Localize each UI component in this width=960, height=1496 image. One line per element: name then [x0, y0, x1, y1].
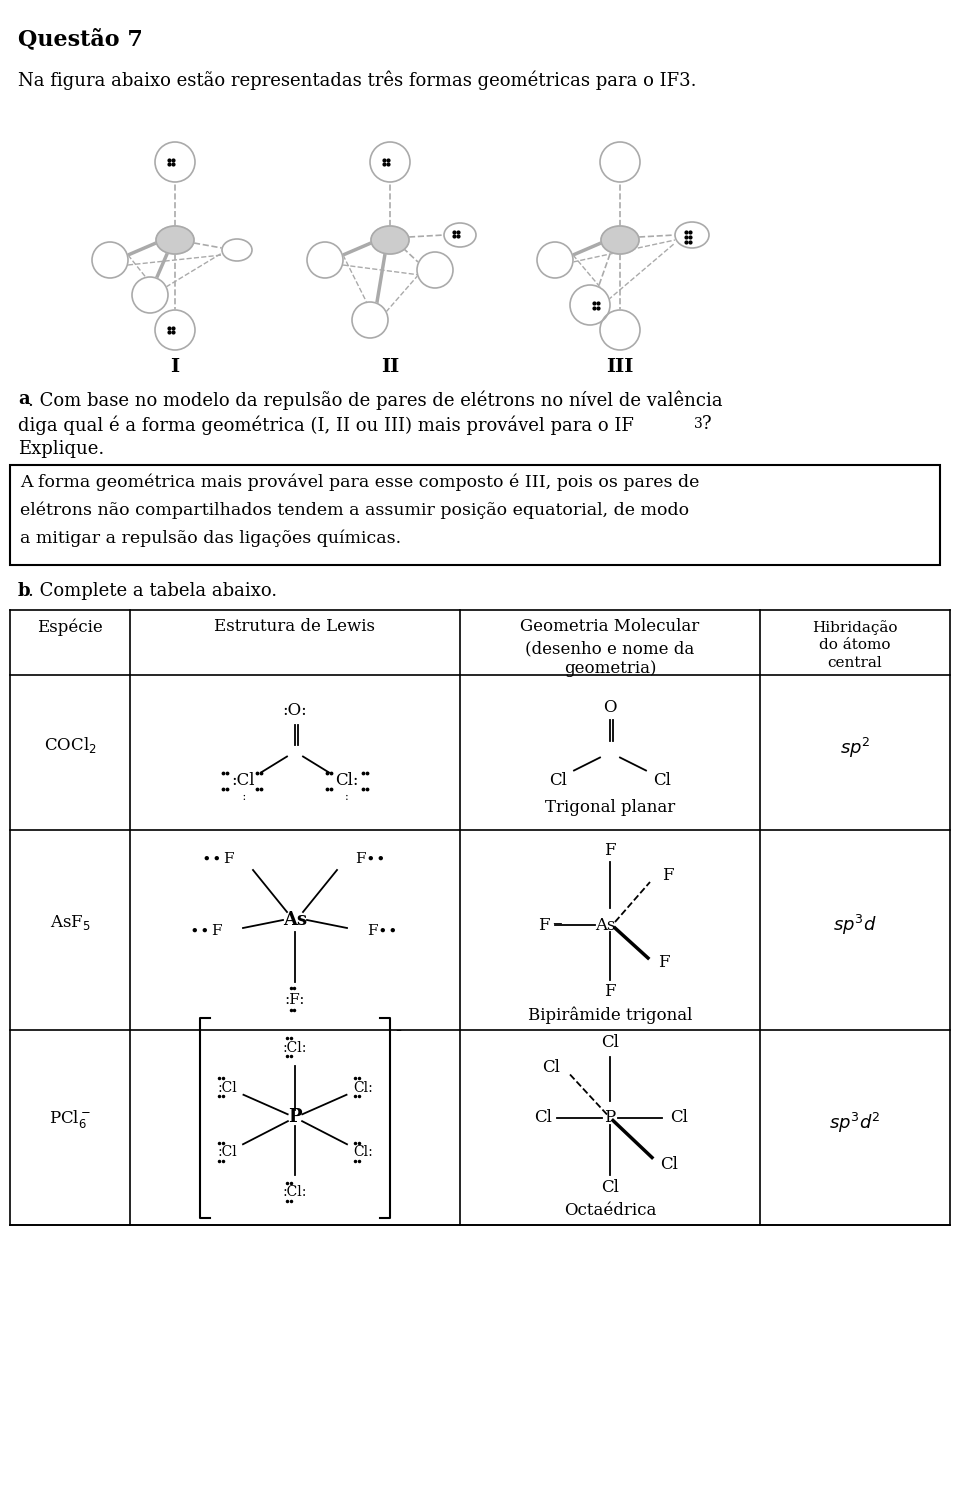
Text: :Cl: :Cl	[217, 1146, 237, 1159]
Text: $\bullet\!\bullet$F: $\bullet\!\bullet$F	[188, 923, 223, 938]
Text: –: –	[552, 914, 562, 932]
Circle shape	[352, 302, 388, 338]
Ellipse shape	[601, 226, 639, 254]
Text: P: P	[288, 1109, 301, 1126]
Circle shape	[570, 286, 610, 325]
Text: Bipirâmide trigonal: Bipirâmide trigonal	[528, 1007, 692, 1023]
Text: O: O	[603, 699, 616, 717]
Text: . Complete a tabela abaixo.: . Complete a tabela abaixo.	[28, 582, 277, 600]
Text: Cl: Cl	[549, 772, 567, 788]
Text: :Cl: :Cl	[217, 1080, 237, 1095]
Text: F$\bullet\!\bullet$: F$\bullet\!\bullet$	[355, 851, 385, 866]
Text: Cl: Cl	[542, 1059, 560, 1076]
Text: Cl: Cl	[660, 1156, 678, 1173]
Text: do átomo: do átomo	[819, 637, 891, 652]
Circle shape	[600, 142, 640, 183]
Text: :: :	[239, 791, 247, 802]
Text: Estrutura de Lewis: Estrutura de Lewis	[214, 618, 375, 634]
Text: Cl: Cl	[534, 1109, 552, 1126]
Text: :: :	[346, 791, 348, 802]
Text: elétrons não compartilhados tendem a assumir posição equatorial, de modo: elétrons não compartilhados tendem a ass…	[20, 501, 689, 519]
Text: Octaédrica: Octaédrica	[564, 1201, 657, 1219]
Text: Cl: Cl	[653, 772, 671, 788]
Ellipse shape	[156, 226, 194, 254]
Text: :Cl:: :Cl:	[283, 1041, 307, 1055]
Text: $sp^3d$: $sp^3d$	[833, 913, 876, 936]
Circle shape	[307, 242, 343, 278]
Ellipse shape	[222, 239, 252, 260]
Text: F: F	[604, 983, 615, 1001]
Text: :Cl:: :Cl:	[283, 1185, 307, 1200]
Text: II: II	[381, 358, 399, 375]
Text: I: I	[171, 358, 180, 375]
Text: Questão 7: Questão 7	[18, 28, 143, 49]
Text: Cl:: Cl:	[353, 1146, 372, 1159]
Text: AsF$_5$: AsF$_5$	[50, 913, 90, 932]
Text: F: F	[604, 842, 615, 859]
Ellipse shape	[371, 226, 409, 254]
Text: diga qual é a forma geométrica (I, II ou III) mais provável para o IF: diga qual é a forma geométrica (I, II ou…	[18, 414, 634, 434]
Text: central: central	[828, 657, 882, 670]
Ellipse shape	[444, 223, 476, 247]
Text: :Cl: :Cl	[231, 772, 254, 788]
Circle shape	[132, 277, 168, 313]
Text: Cl: Cl	[601, 1179, 619, 1195]
Circle shape	[600, 310, 640, 350]
Text: $sp^3d^2$: $sp^3d^2$	[829, 1110, 881, 1134]
Text: (desenho e nome da: (desenho e nome da	[525, 640, 695, 657]
Text: $sp^2$: $sp^2$	[840, 736, 870, 760]
Text: Cl: Cl	[601, 1034, 619, 1052]
Bar	[10, 465, 940, 565]
Circle shape	[417, 251, 453, 289]
Text: P: P	[605, 1109, 615, 1126]
Text: :O:: :O:	[282, 702, 307, 720]
Text: Cl:: Cl:	[335, 772, 359, 788]
Text: Cl:: Cl:	[353, 1080, 372, 1095]
Circle shape	[537, 242, 573, 278]
Text: Na figura abaixo estão representadas três formas geométricas para o IF3.: Na figura abaixo estão representadas trê…	[18, 70, 697, 90]
Text: Cl: Cl	[670, 1109, 688, 1126]
Text: b: b	[18, 582, 31, 600]
Text: a mitigar a repulsão das ligações químicas.: a mitigar a repulsão das ligações químic…	[20, 530, 401, 546]
Circle shape	[155, 142, 195, 183]
Text: F: F	[658, 953, 670, 971]
Text: A forma geométrica mais provável para esse composto é III, pois os pares de: A forma geométrica mais provável para es…	[20, 473, 700, 491]
Circle shape	[155, 310, 195, 350]
Text: Geometria Molecular: Geometria Molecular	[520, 618, 700, 634]
Text: a: a	[18, 390, 30, 408]
Circle shape	[370, 142, 410, 183]
Text: F: F	[662, 866, 674, 884]
Text: F$\bullet\!\bullet$: F$\bullet\!\bullet$	[367, 923, 396, 938]
Circle shape	[92, 242, 128, 278]
Text: Hibridação: Hibridação	[812, 619, 898, 634]
Text: As: As	[595, 917, 615, 934]
Text: Explique.: Explique.	[18, 440, 105, 458]
Text: :F:: :F:	[285, 993, 305, 1007]
Text: As: As	[283, 911, 307, 929]
Text: . Com base no modelo da repulsão de pares de elétrons no nível de valência: . Com base no modelo da repulsão de pare…	[28, 390, 723, 410]
Text: -: -	[395, 1022, 401, 1041]
Text: F: F	[539, 917, 550, 934]
Ellipse shape	[675, 221, 709, 248]
Text: PCl$_6^-$: PCl$_6^-$	[49, 1109, 91, 1131]
Text: geometria): geometria)	[564, 660, 657, 678]
Text: III: III	[607, 358, 634, 375]
Text: Espécie: Espécie	[37, 618, 103, 636]
Text: ?: ?	[702, 414, 711, 432]
Text: COCl$_2$: COCl$_2$	[43, 735, 96, 754]
Text: 3: 3	[694, 417, 703, 431]
Text: $\bullet\!\bullet$F: $\bullet\!\bullet$F	[201, 851, 235, 866]
Text: Trigonal planar: Trigonal planar	[545, 799, 675, 815]
